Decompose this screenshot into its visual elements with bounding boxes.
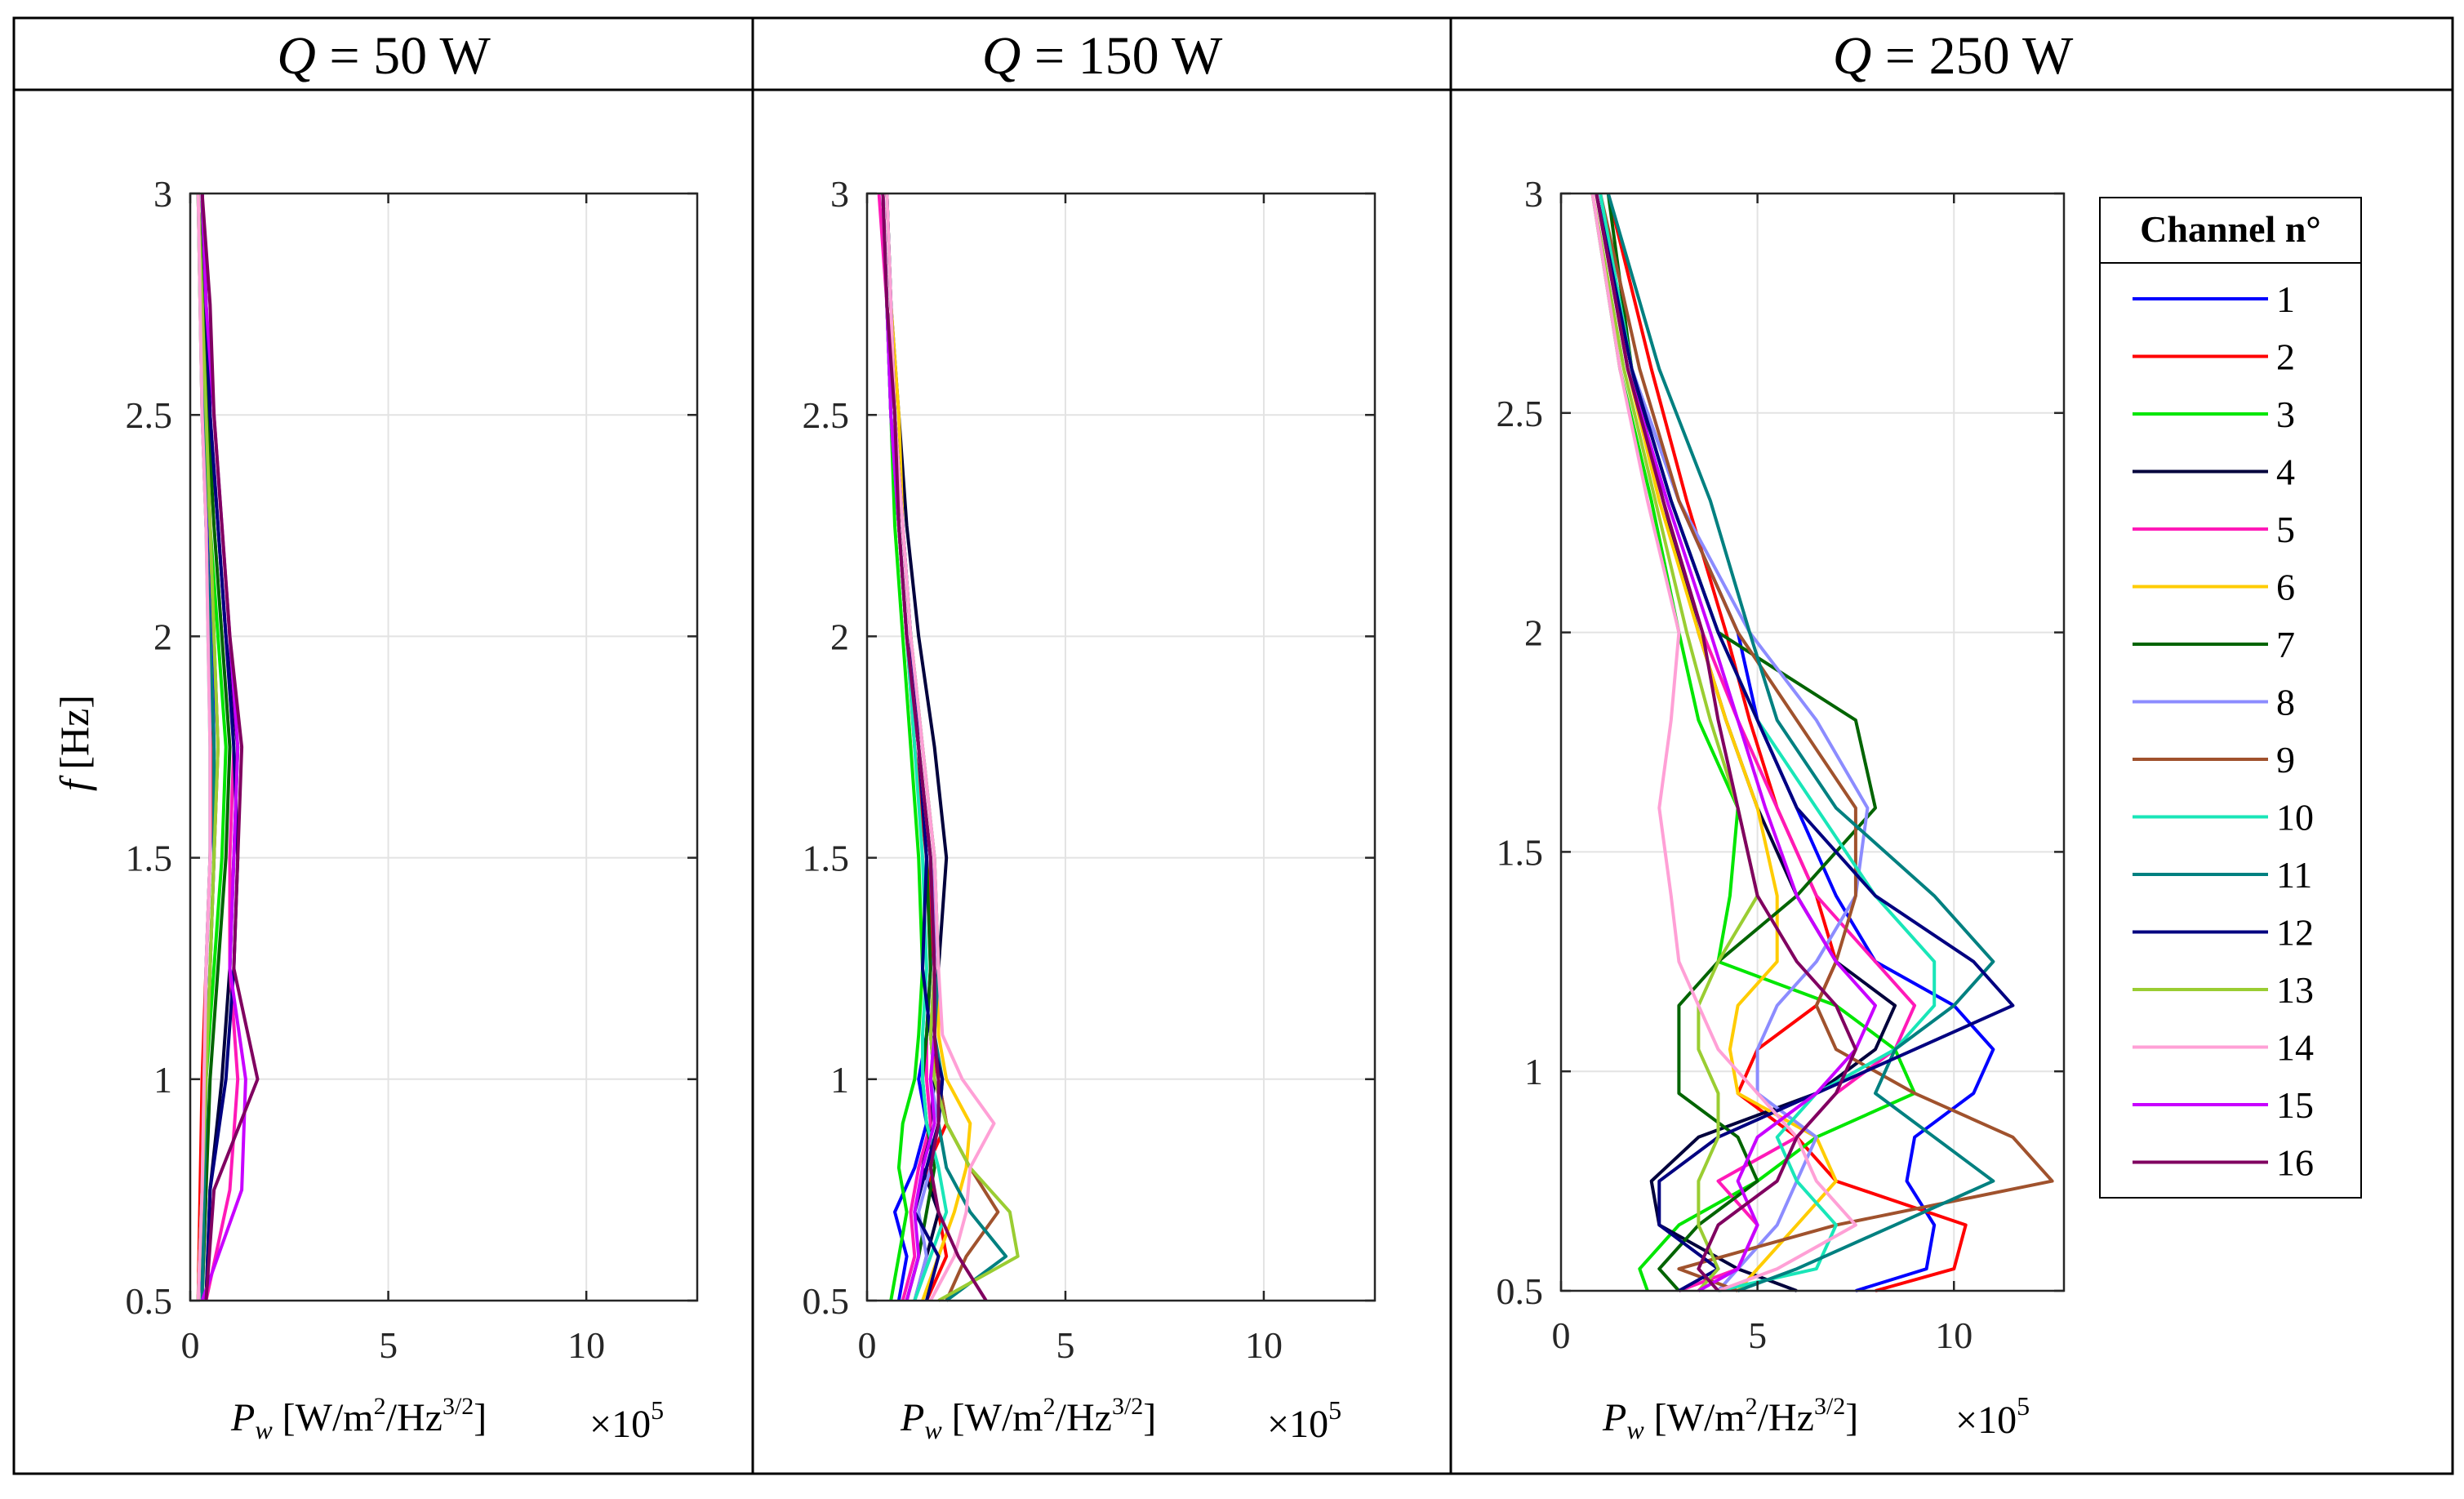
legend-label-channel-7: 7 [2276,624,2295,665]
legend-label-channel-2: 2 [2276,336,2295,378]
series-line-channel-14 [1590,193,1857,1292]
panel-title-1: Q = 50 W [277,26,491,86]
legend-label-channel-8: 8 [2276,682,2295,723]
plot-q250: 0 5 10 0.5 1 1.5 2 2.5 3 [1497,173,2066,1356]
x-axis-label-text: Pw [W/m2/Hz3/2] [900,1393,1156,1444]
x-tick-label: 5 [379,1324,398,1366]
x-axis-label-2: Pw [W/m2/Hz3/2] ×105 [900,1393,1341,1446]
legend-label-channel-15: 15 [2276,1084,2314,1126]
legend-label-channel-5: 5 [2276,509,2295,550]
series-group [1590,193,2054,1292]
series-group [196,193,260,1301]
x-tick-label: 0 [1552,1314,1571,1356]
ticks [189,192,697,1302]
x-axis-label-1: Pw [W/m2/Hz3/2] ×105 [230,1393,664,1446]
legend-label-channel-16: 16 [2276,1142,2314,1184]
series-line-channel-16 [881,193,988,1302]
x-axis-label-3: Pw [W/m2/Hz3/2] ×105 [1602,1391,2030,1444]
y-tick-label: 2 [153,616,172,657]
axes-box [1559,192,2066,1292]
y-axis-label: f [Hz] [51,695,97,791]
series-line-channel-16 [1594,193,1857,1292]
y-tick-label: 3 [1524,173,1543,215]
y-tick-label: 2 [830,616,849,657]
x-tick-label: 5 [1056,1324,1074,1366]
x-multiplier: ×105 [1955,1391,2030,1442]
y-tick-label: 2.5 [126,394,173,436]
series-line-channel-8 [1599,193,1870,1292]
table-frame [12,16,2454,1475]
outer-border [12,16,2454,1475]
x-tick-label: 0 [858,1324,877,1366]
y-tick-label: 1 [1524,1051,1543,1092]
legend-label-channel-3: 3 [2276,394,2295,435]
y-tick-label: 0.5 [1497,1270,1544,1312]
x-multiplier: ×105 [589,1395,664,1446]
x-axis-label-text: Pw [W/m2/Hz3/2] [230,1393,487,1444]
y-tick-label: 3 [830,173,849,215]
x-tick-label: 0 [181,1324,200,1366]
y-tick-label: 2.5 [803,394,850,436]
y-tick-label: 1 [153,1059,172,1101]
panel-title-3: Q = 250 W [1833,26,2074,86]
axes-box [865,192,1377,1302]
legend-label-channel-14: 14 [2276,1027,2314,1069]
axes-box [189,192,699,1302]
series-line-channel-16 [200,193,260,1301]
y-tick-label: 3 [153,173,172,215]
legend-label-channel-9: 9 [2276,739,2295,781]
legend-label-channel-12: 12 [2276,912,2314,954]
y-tick-label: 0.5 [803,1280,850,1322]
x-tick-label: 10 [567,1324,605,1366]
grid [189,193,697,1301]
series-group [877,193,1020,1302]
legend-label-channel-10: 10 [2276,797,2314,838]
x-tick-label: 5 [1748,1314,1767,1356]
legend-label-channel-1: 1 [2276,278,2295,320]
series-line-channel-3 [1590,193,1917,1292]
plot-q50: 0 5 10 0.5 1 1.5 2 2.5 3 [126,173,699,1366]
plot-q150: 0 5 10 0.5 1 1.5 2 2.5 3 [803,173,1377,1366]
series-line-channel-4 [1594,193,1897,1292]
series-line-channel-14 [196,193,212,1301]
x-multiplier: ×105 [1267,1395,1341,1446]
ticks [1559,192,2064,1292]
panel-title-2: Q = 150 W [982,26,1223,86]
legend-label-channel-6: 6 [2276,567,2295,608]
ticks [865,192,1375,1302]
legend-label-channel-11: 11 [2276,854,2312,896]
x-tick-label: 10 [1935,1314,1973,1356]
series-line-channel-13 [1590,193,1759,1292]
legend-box [2099,197,2362,1199]
legend-title: Channel n° [2140,208,2321,250]
y-tick-label: 1.5 [126,838,173,879]
series-line-channel-7 [200,193,232,1301]
y-tick-label: 0.5 [126,1280,173,1322]
y-tick-label: 1.5 [1497,831,1544,873]
series-line-channel-12 [1594,193,2015,1292]
x-tick-label: 10 [1245,1324,1283,1366]
y-tick-label: 2.5 [1497,393,1544,434]
y-tick-label: 1.5 [803,838,850,879]
legend-label-channel-4: 4 [2276,451,2295,493]
y-tick-label: 1 [830,1059,849,1101]
legend-label-channel-13: 13 [2276,969,2314,1011]
series-line-channel-11 [1606,193,1995,1292]
y-tick-label: 2 [1524,612,1543,654]
series-line-channel-12 [200,193,240,1301]
x-axis-label-text: Pw [W/m2/Hz3/2] [1602,1393,1858,1444]
